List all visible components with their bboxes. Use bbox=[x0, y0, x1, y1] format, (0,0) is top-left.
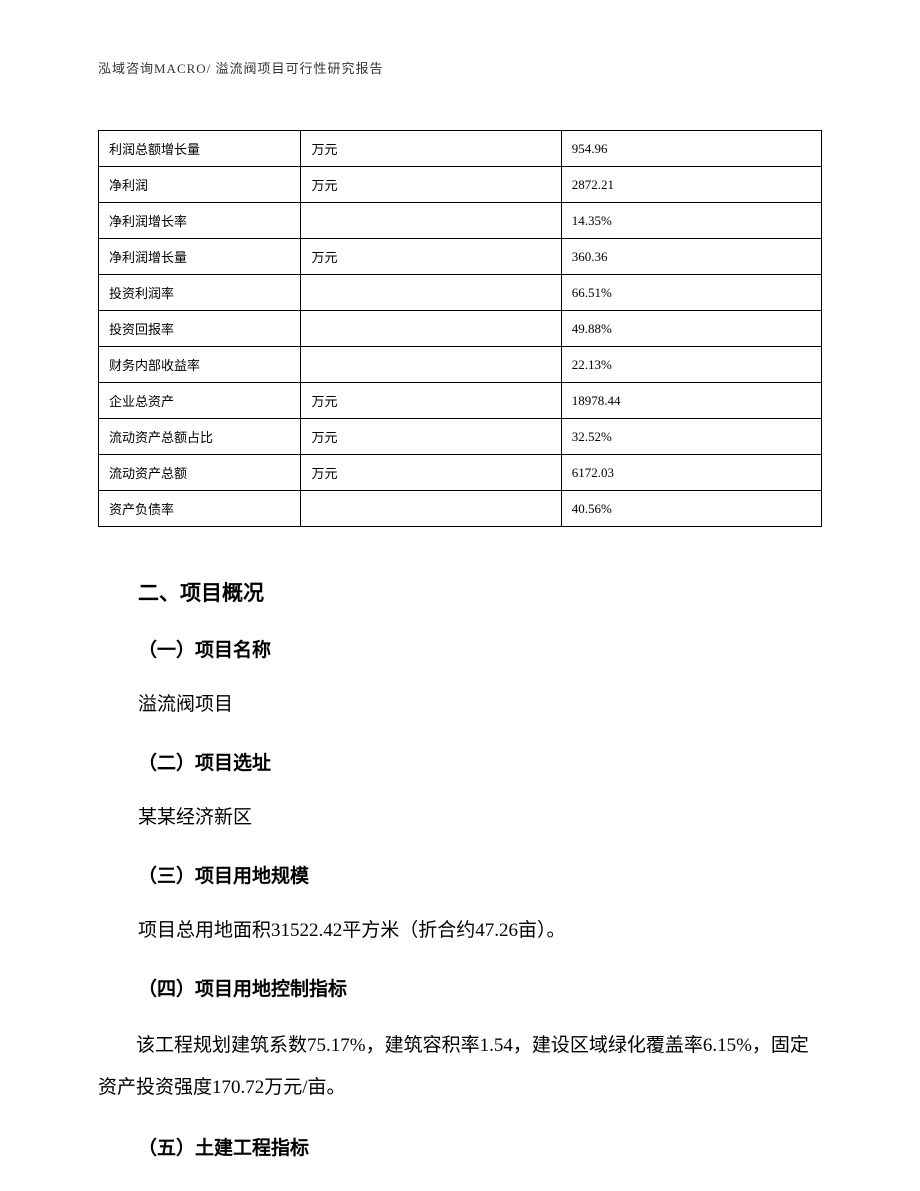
metric-value: 66.51% bbox=[561, 275, 821, 311]
metric-label: 净利润增长率 bbox=[99, 203, 301, 239]
metric-value: 49.88% bbox=[561, 311, 821, 347]
subsection-heading: （四）项目用地控制指标 bbox=[138, 974, 822, 1001]
table-row: 净利润增长率 14.35% bbox=[99, 203, 822, 239]
body-text: 溢流阀项目 bbox=[138, 686, 822, 724]
metric-label: 流动资产总额 bbox=[99, 455, 301, 491]
metric-unit: 万元 bbox=[301, 383, 561, 419]
metric-unit bbox=[301, 203, 561, 239]
table-row: 企业总资产 万元 18978.44 bbox=[99, 383, 822, 419]
metric-value: 360.36 bbox=[561, 239, 821, 275]
metric-value: 40.56% bbox=[561, 491, 821, 527]
table-row: 投资回报率 49.88% bbox=[99, 311, 822, 347]
table-row: 利润总额增长量 万元 954.96 bbox=[99, 131, 822, 167]
metric-unit: 万元 bbox=[301, 239, 561, 275]
metric-label: 净利润 bbox=[99, 167, 301, 203]
metric-label: 企业总资产 bbox=[99, 383, 301, 419]
sections-container: 二、项目概况 （一）项目名称 溢流阀项目 （二）项目选址 某某经济新区 （三）项… bbox=[98, 577, 822, 1160]
metric-value: 6172.03 bbox=[561, 455, 821, 491]
metric-value: 954.96 bbox=[561, 131, 821, 167]
subsection-heading: （五）土建工程指标 bbox=[138, 1133, 822, 1160]
table-row: 投资利润率 66.51% bbox=[99, 275, 822, 311]
table-row: 净利润 万元 2872.21 bbox=[99, 167, 822, 203]
metric-label: 利润总额增长量 bbox=[99, 131, 301, 167]
subsection-heading: （一）项目名称 bbox=[138, 635, 822, 662]
metric-label: 投资回报率 bbox=[99, 311, 301, 347]
metric-value: 14.35% bbox=[561, 203, 821, 239]
metric-unit: 万元 bbox=[301, 131, 561, 167]
page-content: 利润总额增长量 万元 954.96 净利润 万元 2872.21 净利润增长率 … bbox=[98, 130, 822, 1184]
table-row: 净利润增长量 万元 360.36 bbox=[99, 239, 822, 275]
body-text: 项目总用地面积31522.42平方米（折合约47.26亩）。 bbox=[138, 912, 822, 950]
subsection-heading: （二）项目选址 bbox=[138, 748, 822, 775]
table-row: 流动资产总额占比 万元 32.52% bbox=[99, 419, 822, 455]
metric-label: 财务内部收益率 bbox=[99, 347, 301, 383]
table-body: 利润总额增长量 万元 954.96 净利润 万元 2872.21 净利润增长率 … bbox=[99, 131, 822, 527]
metric-unit bbox=[301, 347, 561, 383]
metric-unit: 万元 bbox=[301, 455, 561, 491]
metric-unit bbox=[301, 311, 561, 347]
metric-unit bbox=[301, 491, 561, 527]
page-header: 泓域咨询MACRO/ 溢流阀项目可行性研究报告 bbox=[98, 58, 384, 77]
metric-unit bbox=[301, 275, 561, 311]
header-text: 泓域咨询MACRO/ 溢流阀项目可行性研究报告 bbox=[98, 61, 384, 76]
metric-value: 18978.44 bbox=[561, 383, 821, 419]
subsection-heading: （三）项目用地规模 bbox=[138, 861, 822, 888]
body-text: 某某经济新区 bbox=[138, 799, 822, 837]
metric-label: 资产负债率 bbox=[99, 491, 301, 527]
section-title: 二、项目概况 bbox=[138, 577, 822, 607]
body-text: 该工程规划建筑系数75.17%，建筑容积率1.54，建设区域绿化覆盖率6.15%… bbox=[98, 1025, 822, 1109]
table-row: 流动资产总额 万元 6172.03 bbox=[99, 455, 822, 491]
metric-unit: 万元 bbox=[301, 167, 561, 203]
metric-label: 投资利润率 bbox=[99, 275, 301, 311]
metric-label: 流动资产总额占比 bbox=[99, 419, 301, 455]
metric-value: 32.52% bbox=[561, 419, 821, 455]
financial-metrics-table: 利润总额增长量 万元 954.96 净利润 万元 2872.21 净利润增长率 … bbox=[98, 130, 822, 527]
table-row: 资产负债率 40.56% bbox=[99, 491, 822, 527]
metric-unit: 万元 bbox=[301, 419, 561, 455]
metric-value: 22.13% bbox=[561, 347, 821, 383]
table-row: 财务内部收益率 22.13% bbox=[99, 347, 822, 383]
metric-label: 净利润增长量 bbox=[99, 239, 301, 275]
metric-value: 2872.21 bbox=[561, 167, 821, 203]
